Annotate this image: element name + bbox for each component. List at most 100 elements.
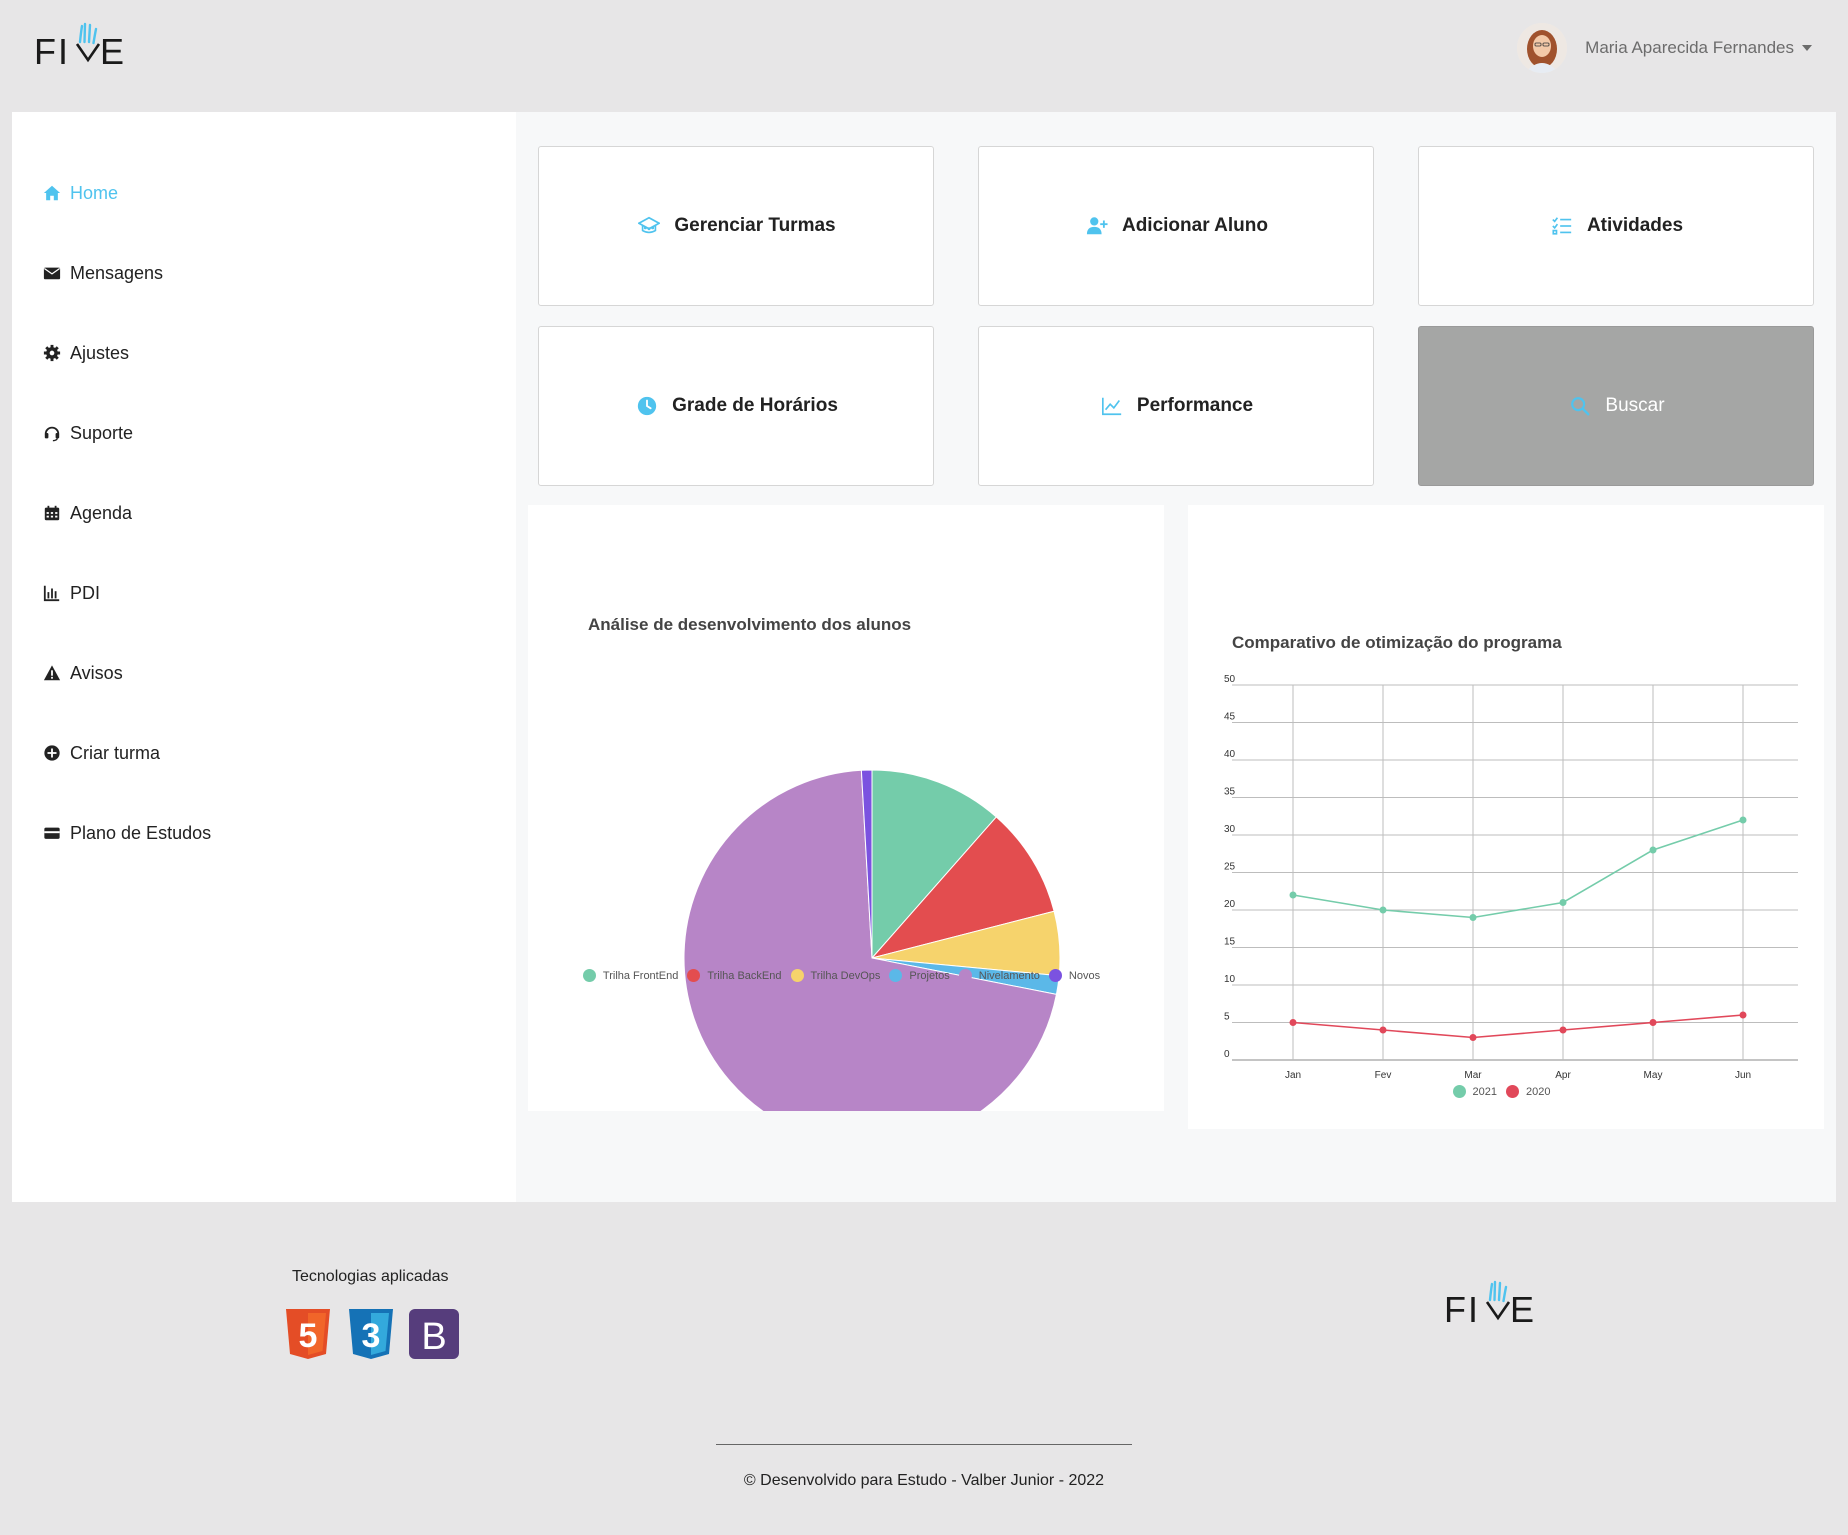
data-point-2021[interactable]: [1379, 906, 1387, 914]
legend-label: Trilha DevOps: [810, 969, 881, 982]
sidebar-item-avisos[interactable]: Avisos: [42, 659, 123, 687]
sidebar-item-home[interactable]: Home: [42, 179, 118, 207]
y-tick-label: 40: [1224, 749, 1236, 760]
data-point-2021[interactable]: [1559, 899, 1567, 906]
data-point-2020[interactable]: [1469, 1034, 1477, 1041]
tech-icons: 5 3 B: [282, 1307, 471, 1361]
sidebar-item-criar-turma[interactable]: Criar turma: [42, 739, 160, 767]
footer-five-logo-graphic: FI E: [1444, 1280, 1534, 1330]
y-tick-label: 45: [1224, 712, 1236, 723]
legend-item-2020[interactable]: 2020: [1506, 1085, 1550, 1098]
y-tick-label: 20: [1224, 899, 1236, 910]
tech-title: Tecnologias aplicadas: [292, 1268, 449, 1285]
legend-marker: [958, 969, 972, 982]
footer-divider: [716, 1444, 1132, 1445]
gerenciar-turmas-card[interactable]: Gerenciar Turmas: [538, 146, 934, 306]
pie-slice-trilha-frontend[interactable]: [871, 769, 998, 960]
avatar[interactable]: [1517, 23, 1568, 73]
legend-item-2021[interactable]: 2021: [1452, 1085, 1497, 1098]
school-icon: [636, 215, 662, 237]
bootstrap-icon: B: [409, 1309, 459, 1359]
series-line-2020: [1292, 1014, 1744, 1039]
legend-item-novos[interactable]: Novos: [1048, 969, 1101, 982]
atividades-card[interactable]: Atividades: [1418, 146, 1814, 306]
legend-item-trilha-devops[interactable]: Trilha DevOps: [790, 969, 881, 982]
user-menu[interactable]: Maria Aparecida Fernandes: [1517, 22, 1812, 74]
x-tick-label: Fev: [1375, 1070, 1392, 1081]
sidebar-item-pdi[interactable]: PDI: [42, 579, 100, 607]
card-label: Adicionar Aluno: [1121, 215, 1269, 236]
data-point-2021[interactable]: [1469, 914, 1477, 921]
legend-marker: [687, 969, 701, 982]
legend-item-trilha-backend[interactable]: Trilha BackEnd: [687, 969, 782, 982]
x-tick-label: Apr: [1555, 1070, 1571, 1081]
checklist-icon: [1549, 215, 1575, 237]
pie-chart-panel: Análise de desenvolvimento dos alunos Tr…: [528, 505, 1164, 1111]
grade-de-horarios-card[interactable]: Grade de Horários: [538, 326, 934, 486]
five-logo-graphic: FI E: [34, 22, 124, 72]
sidebar-item-label: Agenda: [70, 502, 133, 523]
pie-slice-novos[interactable]: [860, 769, 873, 959]
legend-item-nivelamento[interactable]: Nivelamento: [958, 969, 1040, 982]
legend-label: 2021: [1472, 1085, 1497, 1098]
legend-label: Nivelamento: [978, 969, 1040, 982]
buscar-card[interactable]: Buscar: [1418, 326, 1814, 486]
legend-marker: [790, 969, 804, 982]
line-chart-title: Comparativo de otimização do programa: [1232, 633, 1562, 652]
data-point-2020[interactable]: [1289, 1019, 1297, 1026]
data-point-2021[interactable]: [1739, 816, 1747, 824]
x-tick-label: Jun: [1735, 1070, 1751, 1081]
legend-item-trilha-frontend[interactable]: Trilha FrontEnd: [582, 969, 678, 982]
legend-label: Projetos: [909, 969, 950, 982]
svg-text:E: E: [1510, 1289, 1534, 1330]
sidebar-item-suporte[interactable]: Suporte: [42, 419, 133, 447]
pie-chart: [683, 769, 1061, 1111]
data-point-2020[interactable]: [1649, 1019, 1657, 1026]
legend-item-projetos[interactable]: Projetos: [889, 969, 950, 982]
headset-icon: [42, 423, 62, 443]
svg-text:E: E: [100, 31, 124, 72]
plus-circle-icon: [42, 743, 62, 763]
footer-five-logo: FI E: [1444, 1280, 1544, 1330]
sidebar-item-ajustes[interactable]: Ajustes: [42, 339, 129, 367]
legend-label: Novos: [1068, 969, 1101, 982]
data-point-2020[interactable]: [1379, 1026, 1387, 1034]
user-name[interactable]: Maria Aparecida Fernandes: [1585, 38, 1794, 57]
data-point-2020[interactable]: [1559, 1026, 1567, 1034]
y-tick-label: 25: [1224, 862, 1236, 873]
card-label: Atividades: [1586, 215, 1684, 236]
home-icon: [42, 183, 62, 203]
data-point-2021[interactable]: [1289, 891, 1297, 899]
line-chart-panel: Comparativo de otimização do programa 0 5…: [1188, 505, 1824, 1129]
chevron-down-icon[interactable]: [1802, 45, 1812, 51]
adicionar-aluno-card[interactable]: Adicionar Aluno: [978, 146, 1374, 306]
data-point-2020[interactable]: [1739, 1011, 1747, 1019]
main-panel: Home Mensagens Ajustes Suporte Agenda: [12, 112, 1836, 1202]
css3-label: 3: [362, 1317, 381, 1355]
legend-marker: [582, 969, 596, 982]
add-user-icon: [1084, 215, 1110, 237]
legend-marker: [1048, 969, 1062, 982]
sidebar-item-agenda[interactable]: Agenda: [42, 499, 132, 527]
sidebar-item-label: Ajustes: [70, 342, 130, 363]
y-tick-label: 10: [1224, 974, 1236, 985]
svg-text:FI: FI: [1444, 1289, 1480, 1330]
y-tick-label: 15: [1224, 937, 1236, 948]
sidebar-item-label: Suporte: [70, 422, 134, 443]
calendar-icon: [42, 503, 62, 523]
svg-text:FI: FI: [34, 31, 70, 72]
envelope-icon: [42, 263, 62, 283]
pie-slice-nivelamento[interactable]: [683, 769, 1058, 1111]
sidebar: Home Mensagens Ajustes Suporte Agenda: [12, 112, 516, 1202]
sidebar-item-mensagens[interactable]: Mensagens: [42, 259, 163, 287]
legend-label: Trilha BackEnd: [707, 969, 782, 982]
card-label: Performance: [1136, 395, 1254, 416]
series-line-2021: [1292, 819, 1744, 919]
card-icon: [42, 823, 62, 843]
sidebar-item-label: Home: [70, 182, 119, 203]
sidebar-item-label: Criar turma: [70, 742, 161, 763]
sidebar-item-plano-de-estudos[interactable]: Plano de Estudos: [42, 819, 211, 847]
five-logo[interactable]: FI E: [34, 22, 134, 72]
performance-card[interactable]: Performance: [978, 326, 1374, 486]
data-point-2021[interactable]: [1649, 846, 1657, 854]
